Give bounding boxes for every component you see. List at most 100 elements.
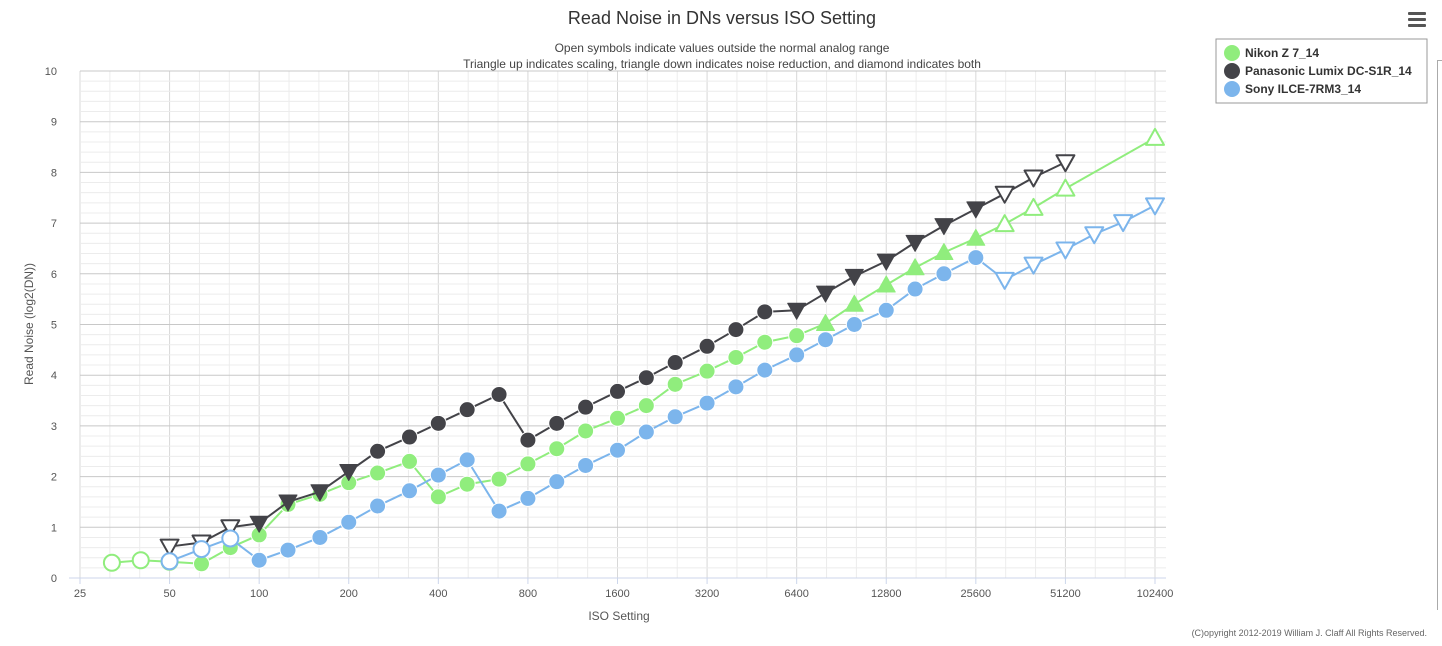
point-circle-marker (666, 354, 684, 372)
legend-symbol-nikon-z-7-14 (1224, 45, 1240, 61)
point-circle-marker (609, 441, 626, 459)
point-circle-marker (458, 475, 476, 493)
credits-text[interactable]: (C)opyright 2012-2019 William J. Claff A… (1192, 628, 1427, 638)
point-circle-marker (429, 466, 447, 484)
point-triangle-down-marker (1113, 214, 1134, 233)
y-tick-label: 6 (51, 269, 57, 281)
x-tick-label: 51200 (1050, 588, 1081, 600)
legend-box (1215, 38, 1428, 104)
point-triangle-up-marker (1145, 127, 1165, 146)
point-circle-marker (817, 331, 835, 349)
point-circle-marker (967, 249, 985, 267)
x-tick-label: 400 (429, 588, 447, 600)
y-tick-label: 7 (51, 218, 57, 230)
y-tick-label: 5 (51, 320, 57, 332)
point-circle-marker (400, 428, 418, 446)
point-circle-marker (429, 414, 447, 432)
point-triangle-up-marker (876, 275, 896, 293)
point-circle-marker (788, 346, 806, 364)
axes: 25 50 100 200 400 800 1600 3200 6400 12800 25600 51… (45, 66, 1174, 600)
point-circle-marker (279, 541, 297, 559)
point-circle-marker (369, 442, 387, 460)
y-tick-label: 1 (51, 522, 57, 534)
x-tick-label: 1600 (605, 588, 629, 600)
point-triangle-down-marker (1145, 197, 1165, 216)
point-circle-marker (756, 361, 774, 379)
series-panasonic-lumix-dc-s1r-14[interactable] (159, 154, 1076, 557)
point-circle-marker (131, 551, 150, 570)
point-circle-marker (458, 401, 476, 419)
point-circle-marker (577, 456, 595, 474)
point-triangle-up-marker (934, 243, 954, 261)
point-triangle-down-marker (994, 271, 1015, 290)
point-circle-marker (458, 451, 476, 469)
point-triangle-down-marker (787, 302, 807, 320)
legend: Nikon Z 7_14 Panasonic Lumix DC-S1R_14 Son… (1215, 38, 1428, 104)
series-line-sony-ilce-7rm3-14[interactable] (169, 204, 1156, 563)
legend-symbol-panasonic-lumix-dc-s1r-14 (1224, 63, 1240, 79)
y-tick-label: 0 (51, 573, 57, 585)
legend-item-sony-ilce-7rm3-14[interactable]: Sony ILCE-7RM3_14 (1245, 82, 1361, 96)
y-tick-label: 3 (51, 421, 57, 433)
series-plot-area (102, 127, 1165, 573)
series-line-nikon-z-7-14[interactable] (111, 137, 1156, 565)
point-triangle-up-marker (1055, 178, 1076, 197)
scrollbar-track[interactable] (1437, 60, 1438, 610)
point-triangle-up-marker (1023, 197, 1044, 216)
legend-item-panasonic-lumix-dc-s1r-14[interactable]: Panasonic Lumix DC-S1R_14 (1245, 64, 1412, 78)
chart-subtitle-line-1: Open symbols indicate values outside the… (555, 41, 890, 55)
point-triangle-down-marker (1023, 256, 1044, 275)
point-circle-marker (756, 333, 774, 351)
chart-title: Read Noise in DNs versus ISO Setting (568, 8, 876, 28)
series-nikon-z-7-14[interactable] (102, 127, 1165, 573)
point-circle-marker (519, 489, 537, 507)
x-tick-label: 6400 (784, 588, 808, 600)
point-circle-marker (609, 382, 626, 400)
point-triangle-down-marker (159, 538, 180, 557)
x-tick-label: 25600 (961, 588, 992, 600)
x-tick-label: 800 (519, 588, 537, 600)
point-circle-marker (102, 553, 121, 572)
point-circle-marker (369, 497, 387, 515)
point-triangle-down-marker (249, 515, 269, 533)
y-tick-label: 9 (51, 117, 57, 129)
point-triangle-up-marker (844, 294, 864, 312)
point-triangle-down-marker (220, 519, 241, 538)
point-circle-marker (400, 452, 418, 470)
point-triangle-down-marker (1055, 154, 1076, 173)
hamburger-icon-bar (1408, 24, 1426, 27)
point-triangle-down-marker (876, 253, 896, 271)
point-circle-marker (609, 409, 626, 427)
hamburger-icon (1408, 12, 1426, 15)
point-circle-marker (490, 470, 508, 488)
x-tick-label: 25 (74, 588, 86, 600)
point-circle-marker (192, 540, 211, 559)
point-circle-marker (548, 440, 566, 458)
point-circle-marker (698, 394, 716, 412)
x-tick-label: 100 (250, 588, 268, 600)
legend-item-nikon-z-7-14[interactable]: Nikon Z 7_14 (1245, 46, 1319, 60)
chart-context-menu-button[interactable] (1404, 10, 1430, 32)
point-circle-marker (637, 369, 655, 387)
series-sony-ilce-7rm3-14[interactable] (160, 197, 1165, 571)
point-circle-marker (490, 502, 508, 520)
point-circle-marker (311, 528, 329, 546)
point-triangle-down-marker (844, 268, 864, 286)
point-circle-marker (727, 378, 745, 396)
y-tick-label: 2 (51, 472, 57, 484)
y-tick-label: 8 (51, 167, 57, 179)
x-tick-label: 200 (340, 588, 358, 600)
point-circle-marker (490, 385, 508, 403)
point-triangle-down-marker (1055, 241, 1076, 260)
point-circle-marker (788, 327, 806, 345)
chart-subtitle-line-2: Triangle up indicates scaling, triangle … (463, 57, 981, 71)
point-circle-marker (369, 464, 387, 482)
point-circle-marker (877, 301, 895, 319)
point-triangle-down-marker (934, 218, 954, 236)
point-circle-marker (429, 488, 447, 506)
point-circle-marker (519, 431, 537, 449)
point-circle-marker (666, 375, 684, 393)
point-triangle-down-marker (994, 185, 1015, 204)
x-tick-label: 12800 (871, 588, 902, 600)
